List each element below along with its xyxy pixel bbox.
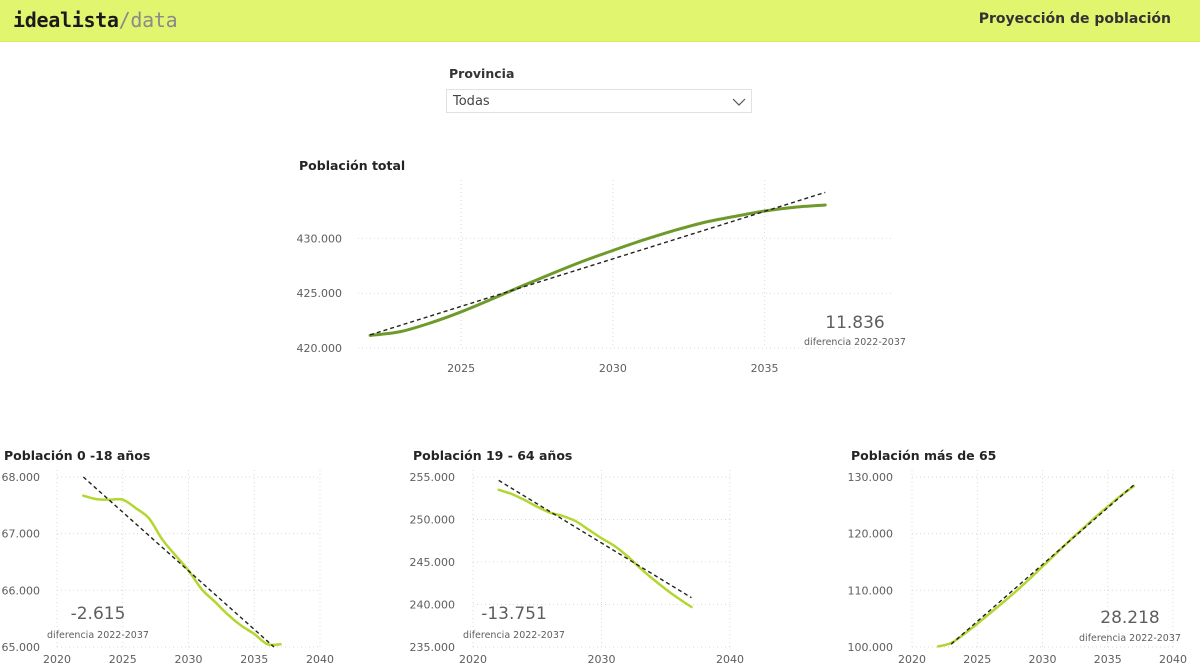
y-tick-label: 425.000 xyxy=(297,287,343,300)
kpi-value: 11.836 xyxy=(825,313,884,333)
chart-total[interactable]: 420.000 425.000 430.000 2025 2030 2035 11.836 d… xyxy=(297,180,906,375)
y-tick-label: 240.000 xyxy=(410,599,456,612)
y-tick-label: 67.000 xyxy=(2,528,41,541)
series-line[interactable] xyxy=(368,203,827,337)
series-line[interactable] xyxy=(936,484,1136,648)
y-tick-label: 65.000 xyxy=(2,641,41,654)
y-tick-label: 100.000 xyxy=(848,641,894,654)
x-tick-label: 2040 xyxy=(306,653,334,666)
y-tick-label: 255.000 xyxy=(410,471,456,484)
x-tick-label: 2035 xyxy=(751,362,779,375)
x-tick-label: 2040 xyxy=(1159,653,1187,666)
x-tick-label: 2030 xyxy=(1029,653,1057,666)
series-line[interactable] xyxy=(82,494,282,647)
trend-line xyxy=(369,191,826,336)
chart-title-total: Población total xyxy=(299,158,406,173)
y-tick-label: 250.000 xyxy=(410,514,456,527)
trend-line xyxy=(82,476,275,648)
chart-title-0-18: Población 0 -18 años xyxy=(4,448,151,463)
y-tick-label: 68.000 xyxy=(2,471,41,484)
y-tick-label: 245.000 xyxy=(410,556,456,569)
kpi-value: -13.751 xyxy=(481,604,547,624)
kpi-value: 28.218 xyxy=(1100,608,1159,628)
x-tick-label: 2035 xyxy=(240,653,268,666)
x-tick-label: 2020 xyxy=(459,653,487,666)
y-tick-label: 120.000 xyxy=(848,528,894,541)
x-tick-label: 2020 xyxy=(43,653,71,666)
x-tick-label: 2040 xyxy=(716,653,744,666)
series-line[interactable] xyxy=(497,488,693,609)
y-tick-label: 130.000 xyxy=(848,471,894,484)
logo-separator: / xyxy=(118,8,131,32)
x-tick-label: 2025 xyxy=(109,653,137,666)
x-tick-label: 2025 xyxy=(963,653,991,666)
province-slicer-label: Provincia xyxy=(449,66,515,81)
kpi-label: diferencia 2022-2037 xyxy=(463,630,565,641)
logo-sub: data xyxy=(130,8,178,32)
trend-line xyxy=(950,484,1135,645)
x-tick-label: 2030 xyxy=(175,653,203,666)
kpi-label: diferencia 2022-2037 xyxy=(804,337,906,348)
x-tick-label: 2030 xyxy=(588,653,616,666)
kpi-label: diferencia 2022-2037 xyxy=(47,630,149,641)
y-tick-label: 110.000 xyxy=(848,584,894,597)
x-tick-label: 2030 xyxy=(599,362,627,375)
trend-line xyxy=(498,479,692,599)
chevron-down-icon xyxy=(732,98,746,106)
chart-title-65-plus: Población más de 65 xyxy=(851,448,997,463)
kpi-label: diferencia 2022-2037 xyxy=(1079,633,1181,644)
y-tick-label: 235.000 xyxy=(410,641,456,654)
y-tick-label: 430.000 xyxy=(297,232,343,245)
x-tick-label: 2025 xyxy=(447,362,475,375)
top-banner: idealista/data Proyección de población xyxy=(0,0,1200,42)
province-dropdown[interactable]: Todas xyxy=(446,89,752,113)
chart-age-65-plus[interactable]: 100.000 110.000 120.000 130.000 2020 2025 2030… xyxy=(848,470,1188,666)
kpi-value: -2.615 xyxy=(71,604,126,624)
report-title: Proyección de población xyxy=(978,11,1171,27)
y-tick-label: 420.000 xyxy=(297,342,343,355)
x-tick-label: 2020 xyxy=(898,653,926,666)
idealista-data-logo[interactable]: idealista/data xyxy=(13,8,178,32)
province-dropdown-value: Todas xyxy=(453,94,490,109)
logo-main: idealista xyxy=(13,8,119,32)
chart-age-19-64[interactable]: 235.000 240.000 245.000 250.000 255.000 2020 2… xyxy=(410,470,745,666)
x-tick-label: 2035 xyxy=(1094,653,1122,666)
chart-title-19-64: Población 19 - 64 años xyxy=(413,448,573,463)
chart-age-0-18[interactable]: 65.000 66.000 67.000 68.000 2020 2025 2030 2035… xyxy=(2,470,335,666)
y-tick-label: 66.000 xyxy=(2,584,41,597)
